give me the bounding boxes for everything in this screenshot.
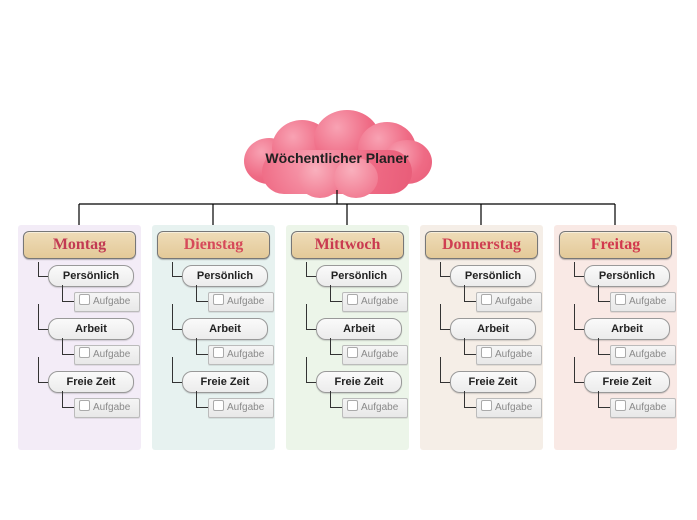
- category-label: Persönlich: [48, 265, 134, 287]
- day-label: Montag: [23, 231, 136, 259]
- planner-diagram: Wöchentlicher Planer Montag Persönlich Auf…: [0, 0, 697, 520]
- day-column-4: FreitagPersönlichAufgabeArbeitAufgabeFre…: [554, 225, 677, 450]
- category-label: Freie Zeit: [316, 371, 402, 393]
- task-placeholder[interactable]: Aufgabe: [342, 345, 408, 365]
- category-tree: PersönlichAufgabeArbeitAufgabeFreie Zeit…: [296, 265, 409, 418]
- day-column-1: DienstagPersönlichAufgabeArbeitAufgabeFr…: [152, 225, 275, 450]
- category-label: Arbeit: [48, 318, 134, 340]
- day-column-3: Donnerstag Persönlich Aufgabe Arbeit Aufgabe…: [420, 225, 543, 450]
- category-tree: PersönlichAufgabeArbeitAufgabeFreie Zeit…: [430, 265, 543, 418]
- category-label: Arbeit: [182, 318, 268, 340]
- category-label: Freie Zeit: [182, 371, 268, 393]
- task-placeholder[interactable]: Aufgabe: [610, 398, 676, 418]
- category: Freie Zeit Aufgabe: [430, 371, 543, 418]
- category: Arbeit Aufgabe: [564, 318, 677, 365]
- category-label: Arbeit: [584, 318, 670, 340]
- day-column-2: MittwochPersönlichAufgabeArbeitAufgabeFr…: [286, 225, 409, 450]
- task-placeholder[interactable]: Aufgabe: [476, 345, 542, 365]
- day-label: Donnerstag: [425, 231, 538, 259]
- task-placeholder[interactable]: Aufgabe: [208, 398, 274, 418]
- title-text: Wöchentlicher Planer: [232, 150, 442, 166]
- task-placeholder[interactable]: Aufgabe: [208, 292, 274, 312]
- category: Freie Zeit Aufgabe: [296, 371, 409, 418]
- category-tree: PersönlichAufgabeArbeitAufgabeFreie Zeit…: [564, 265, 677, 418]
- task-placeholder[interactable]: Aufgabe: [74, 345, 140, 365]
- category-tree: PersönlichAufgabeArbeitAufgabeFreie Zeit…: [162, 265, 275, 418]
- day-label: Freitag: [559, 231, 672, 259]
- category-label: Persönlich: [182, 265, 268, 287]
- category: Persönlich Aufgabe: [564, 265, 677, 312]
- task-placeholder[interactable]: Aufgabe: [610, 292, 676, 312]
- category: Persönlich Aufgabe: [28, 265, 141, 312]
- task-placeholder[interactable]: Aufgabe: [342, 398, 408, 418]
- category-label: Freie Zeit: [450, 371, 536, 393]
- category: Persönlich Aufgabe: [296, 265, 409, 312]
- category: Arbeit Aufgabe: [162, 318, 275, 365]
- category: Arbeit Aufgabe: [430, 318, 543, 365]
- category: Freie Zeit Aufgabe: [564, 371, 677, 418]
- category-label: Arbeit: [450, 318, 536, 340]
- category: Freie Zeit Aufgabe: [28, 371, 141, 418]
- task-placeholder[interactable]: Aufgabe: [342, 292, 408, 312]
- category-label: Persönlich: [450, 265, 536, 287]
- category-label: Freie Zeit: [48, 371, 134, 393]
- category-label: Freie Zeit: [584, 371, 670, 393]
- category-tree: PersönlichAufgabeArbeitAufgabeFreie Zeit…: [28, 265, 141, 418]
- category-label: Persönlich: [584, 265, 670, 287]
- category: Persönlich Aufgabe: [162, 265, 275, 312]
- task-placeholder[interactable]: Aufgabe: [74, 292, 140, 312]
- category-label: Persönlich: [316, 265, 402, 287]
- category: Persönlich Aufgabe: [430, 265, 543, 312]
- task-placeholder[interactable]: Aufgabe: [74, 398, 140, 418]
- category: Freie Zeit Aufgabe: [162, 371, 275, 418]
- category: Arbeit Aufgabe: [28, 318, 141, 365]
- category: Arbeit Aufgabe: [296, 318, 409, 365]
- task-placeholder[interactable]: Aufgabe: [476, 292, 542, 312]
- day-column-0: MontagPersönlichAufgabeArbeitAufgabeFrei…: [18, 225, 141, 450]
- day-label: Dienstag: [157, 231, 270, 259]
- task-placeholder[interactable]: Aufgabe: [476, 398, 542, 418]
- title-cloud: Wöchentlicher Planer: [232, 100, 442, 190]
- task-placeholder[interactable]: Aufgabe: [610, 345, 676, 365]
- task-placeholder[interactable]: Aufgabe: [208, 345, 274, 365]
- category-label: Arbeit: [316, 318, 402, 340]
- day-label: Mittwoch: [291, 231, 404, 259]
